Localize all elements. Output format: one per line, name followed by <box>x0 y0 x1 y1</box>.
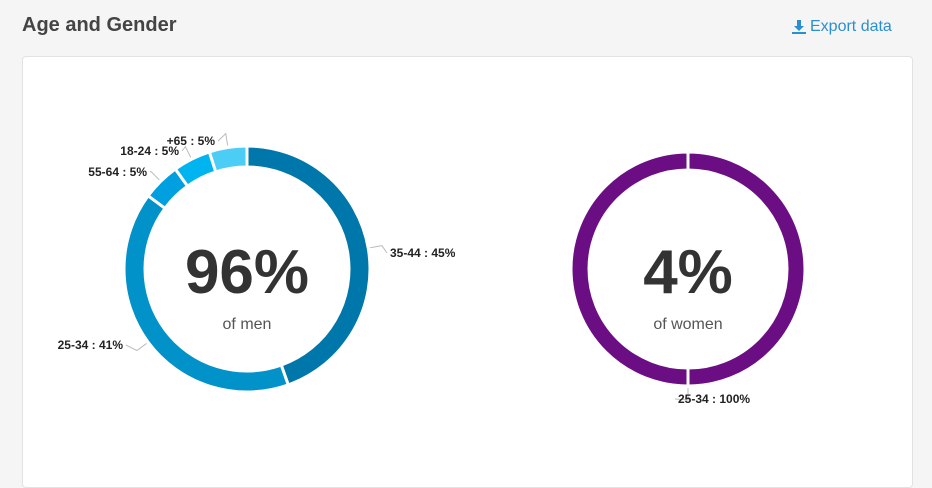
men-slice-label-4: +65 : 5% <box>167 134 216 148</box>
men-slice-label-3: 18-24 : 5% <box>120 144 179 158</box>
men-leader-1 <box>125 343 147 352</box>
women-center-value: 4% <box>643 238 733 307</box>
export-data-link[interactable]: Export data <box>792 18 892 36</box>
download-icon <box>792 20 806 34</box>
men-center-caption: of men <box>223 316 272 333</box>
men-leader-0 <box>370 245 388 254</box>
women-donut-chart: 25-34 : 100% 4% of women <box>569 150 807 406</box>
men-center-value: 96% <box>185 238 309 307</box>
women-slice-label-0: 25-34 : 100% <box>678 392 750 406</box>
men-leader-2 <box>149 170 160 181</box>
charts-canvas: 35-44 : 45% 25-34 : 41% 55-64 : 5% 18-24 : … <box>58 132 807 406</box>
men-leader-4 <box>217 132 229 146</box>
men-slice-label-0: 35-44 : 45% <box>390 246 456 260</box>
men-slice-label-2: 55-64 : 5% <box>88 165 147 179</box>
men-slice-4[interactable] <box>207 144 249 174</box>
age-gender-card: 35-44 : 45% 25-34 : 41% 55-64 : 5% 18-24 : … <box>22 56 913 488</box>
men-donut-chart: 35-44 : 45% 25-34 : 41% 55-64 : 5% 18-24 : … <box>58 132 456 394</box>
men-slice-label-1: 25-34 : 41% <box>58 338 124 352</box>
women-slice-0[interactable] <box>569 150 807 388</box>
export-data-label: Export data <box>810 18 892 35</box>
men-leader-3 <box>181 145 192 158</box>
women-leader-0 <box>674 388 689 401</box>
women-center-caption: of women <box>653 316 722 333</box>
page-title: Age and Gender <box>22 14 177 36</box>
